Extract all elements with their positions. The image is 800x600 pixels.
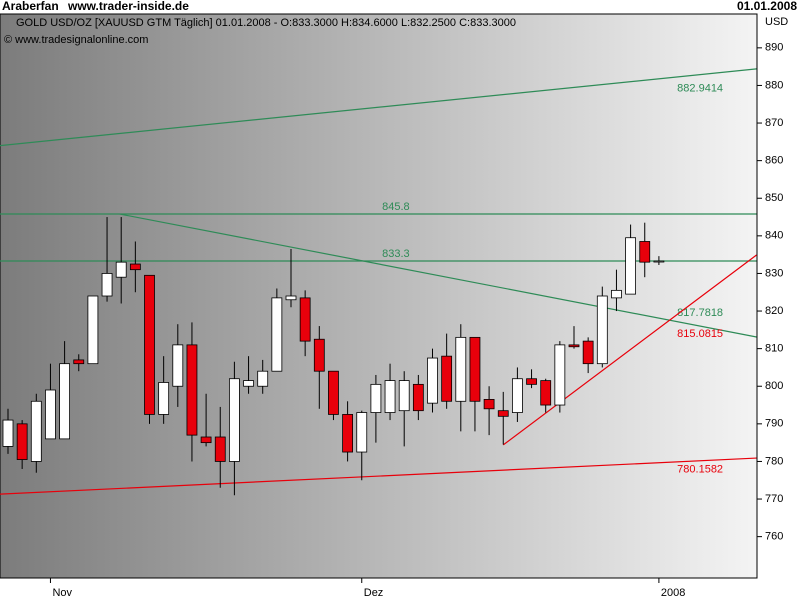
candle-body xyxy=(129,263,141,271)
candle-body xyxy=(469,336,481,402)
candle-body xyxy=(16,423,28,460)
candle-body xyxy=(540,380,552,406)
candle-body xyxy=(497,410,509,417)
y-tick-label: 830 xyxy=(765,267,783,279)
candle-body xyxy=(611,289,622,299)
trendline-label: 815.0815 xyxy=(677,328,723,340)
candle-body xyxy=(554,344,566,406)
x-tick-label: Nov xyxy=(52,587,72,599)
trendline-label: 833.3 xyxy=(382,248,410,260)
candle-body xyxy=(158,382,170,415)
candle-body xyxy=(356,412,368,453)
candle-body xyxy=(653,260,665,263)
plot-area xyxy=(0,13,758,579)
candle-body xyxy=(639,241,651,263)
trendline xyxy=(502,254,757,446)
candle-body xyxy=(412,383,424,412)
candle-body xyxy=(625,237,636,295)
y-tick-label: 840 xyxy=(765,230,783,242)
y-tick-label: 790 xyxy=(765,418,783,430)
y-tick-label: 860 xyxy=(765,155,783,167)
candle-body xyxy=(512,378,523,413)
candle-body xyxy=(483,398,495,410)
candle-body xyxy=(115,261,127,278)
candle-body xyxy=(30,400,42,462)
y-tick-label: 870 xyxy=(765,117,783,129)
y-tick-label: 810 xyxy=(765,343,783,355)
candle-body xyxy=(285,295,297,301)
trendline-label: 780.1582 xyxy=(677,464,723,476)
candle-body xyxy=(2,419,14,447)
candle-body xyxy=(384,380,396,413)
candle-body xyxy=(568,344,580,348)
candle-body xyxy=(526,378,537,385)
y-tick-label: 760 xyxy=(765,531,783,543)
candle-body xyxy=(328,370,339,415)
trendline xyxy=(119,213,757,338)
trendline xyxy=(0,68,757,147)
candle-body xyxy=(186,344,198,436)
candle-body xyxy=(45,389,56,440)
candle-body xyxy=(596,295,608,365)
candle-body xyxy=(342,414,354,453)
candle-body xyxy=(214,436,226,462)
candle-body xyxy=(243,380,254,387)
chart-title: GOLD USD/OZ [XAUUSD GTM Täglich] 01.01.2… xyxy=(16,17,516,29)
y-tick-label: 820 xyxy=(765,305,783,317)
candle-body xyxy=(257,370,269,387)
candle-body xyxy=(582,340,594,365)
candle-body xyxy=(271,297,283,372)
chart-subtitle: © www.tradesignalonline.com xyxy=(4,34,148,46)
header-date: 01.01.2008 xyxy=(737,0,797,13)
trendline xyxy=(0,457,757,495)
trendline-label: 817.7818 xyxy=(677,307,723,319)
y-tick-label: 850 xyxy=(765,192,783,204)
candle-body xyxy=(427,357,438,404)
candle-body xyxy=(398,380,410,412)
candle-body xyxy=(172,344,184,387)
trendline-label: 845.8 xyxy=(382,201,410,213)
x-tick-label: 2008 xyxy=(661,587,685,599)
y-tick-label: 890 xyxy=(765,42,783,54)
y-tick-label: 880 xyxy=(765,79,783,91)
y-tick-label: 780 xyxy=(765,455,783,467)
header-user: Araberfan xyxy=(2,0,59,13)
candle-body xyxy=(87,295,99,365)
y-unit: USD xyxy=(765,16,788,28)
candle-body xyxy=(59,363,70,440)
y-tick-label: 770 xyxy=(765,493,783,505)
candle-body xyxy=(200,436,212,444)
header-site: www.trader-inside.de xyxy=(67,0,189,13)
candle-body xyxy=(441,355,453,402)
y-tick-label: 800 xyxy=(765,380,783,392)
candle-body xyxy=(299,297,311,342)
candle-body xyxy=(228,378,240,462)
candle-body xyxy=(101,273,113,297)
candle-body xyxy=(313,338,325,372)
trendline-label: 882.9414 xyxy=(677,83,723,95)
candle-body xyxy=(73,359,85,365)
candle-body xyxy=(144,274,155,415)
candle-body xyxy=(370,383,382,413)
x-tick-label: Dez xyxy=(364,587,384,599)
candle-body xyxy=(455,336,467,402)
